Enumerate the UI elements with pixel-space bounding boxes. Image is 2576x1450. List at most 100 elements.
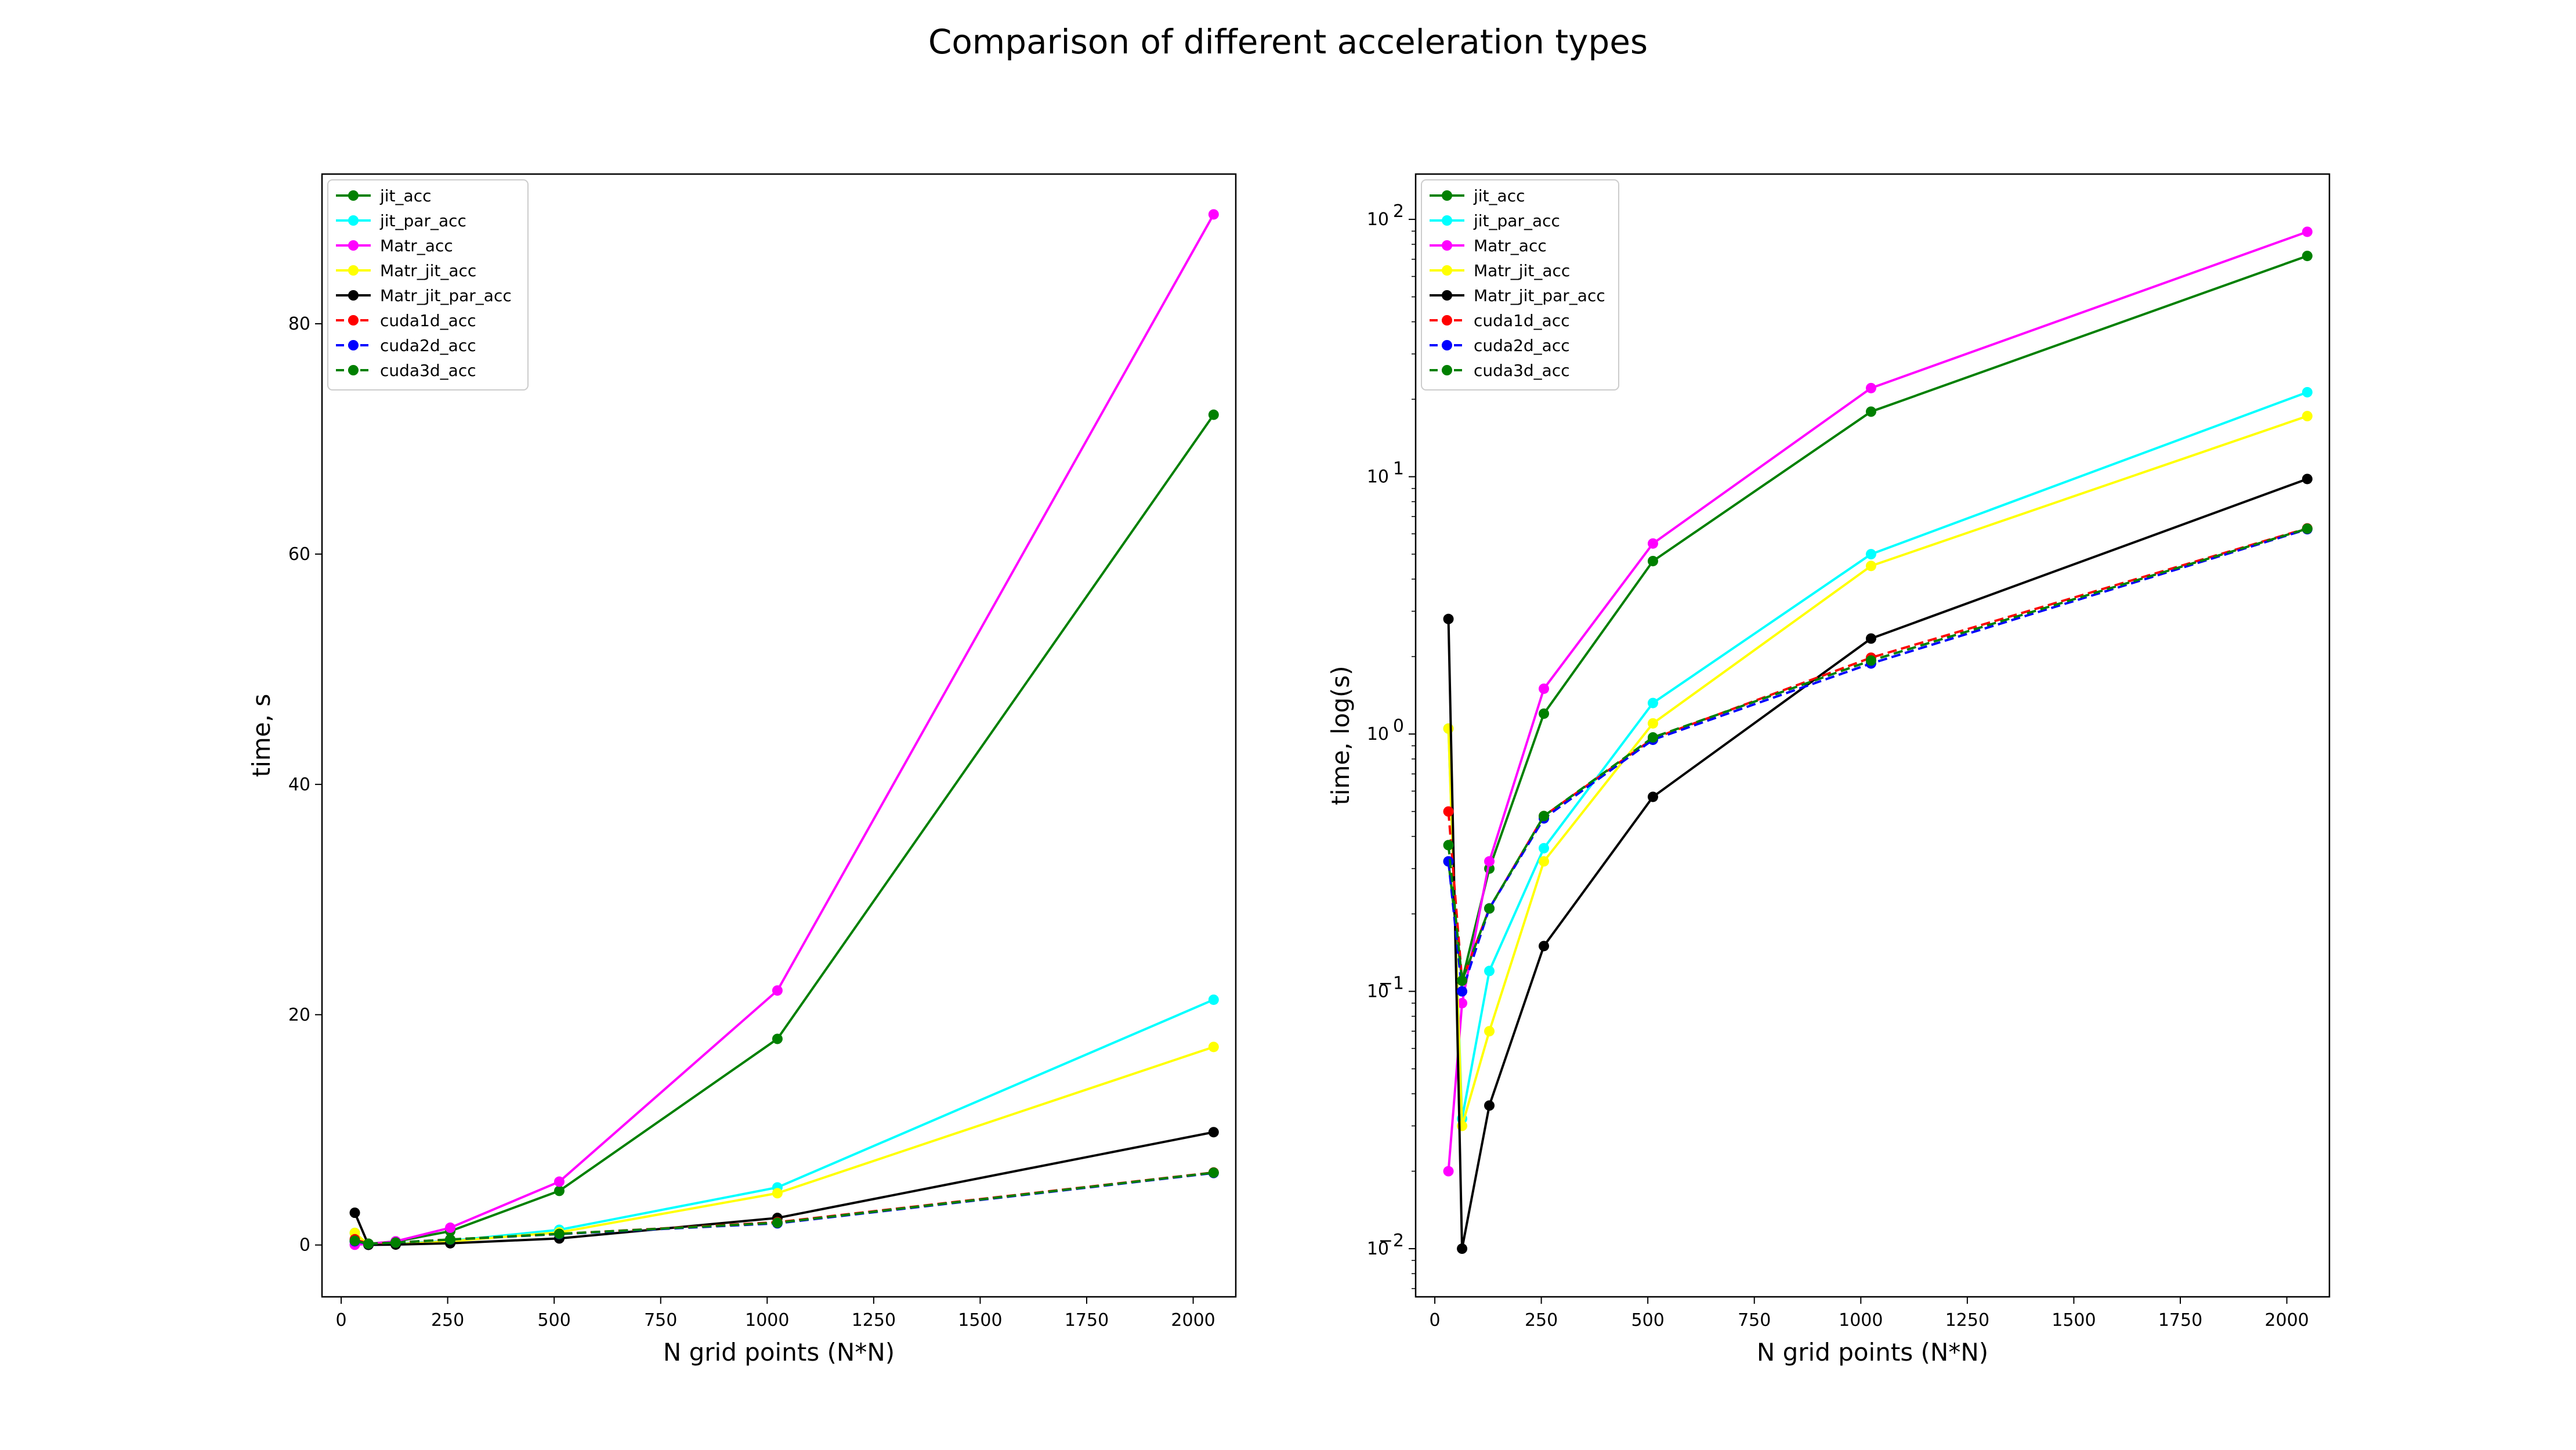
x-tick-label: 1500 (2052, 1310, 2096, 1330)
x-tick-label: 2000 (2264, 1310, 2309, 1330)
figure-title: Comparison of different acceleration typ… (928, 22, 1648, 62)
y-tick-label: 10 (1367, 209, 1389, 230)
data-point-Matr_acc (553, 1176, 565, 1187)
plots-group: 0 250 500 750 1000 1250 1500 1750 2000020406080N… (247, 173, 2331, 1366)
y-tick-label: 10 (1367, 724, 1389, 744)
data-point-Matr_acc (1443, 1166, 1454, 1177)
x-tick-label: 750 (644, 1310, 677, 1330)
series-cuda3d_acc (349, 1167, 1219, 1249)
data-point-Matr_acc (772, 985, 783, 996)
legend-label-cuda3d_acc: cuda3d_acc (1474, 361, 1570, 380)
legend-marker-cuda3d_acc (348, 365, 359, 375)
x-tick-label: 750 (1738, 1310, 1771, 1330)
data-point-cuda3d_acc (553, 1228, 565, 1239)
y-axis-label: time, s (247, 694, 276, 777)
legend: jit_acc jit_par_acc Matr_acc Matr_jit_acc Ma… (327, 179, 529, 390)
data-point-Matr_jit_acc (772, 1188, 783, 1199)
series-Matr_jit_par_acc (1443, 473, 2313, 1254)
subplot-1: 0 250 500 750 1000 1250 1500 1750 2000 0 20 40 60 80 N… (247, 173, 1237, 1366)
y-axis-label: time, log(s) (1326, 666, 1355, 805)
data-point-Matr_jit_acc (1484, 1026, 1495, 1037)
data-point-cuda3d_acc (445, 1234, 456, 1245)
subplot-2: 0 250 500 750 1000 1250 1500 1750 200010−210−110… (1326, 173, 2331, 1366)
legend-marker-cuda3d_acc (1442, 365, 1452, 375)
data-point-cuda3d_acc (772, 1217, 783, 1228)
legend-label-cuda2d_acc: cuda2d_acc (1474, 336, 1570, 355)
legend-marker-jit_acc (1442, 190, 1452, 201)
legend-marker-Matr_acc (348, 240, 359, 251)
legend-label-cuda1d_acc: cuda1d_acc (1474, 311, 1570, 330)
legend-marker-Matr_jit_par_acc (348, 290, 359, 301)
y-tick-label: 20 (288, 1005, 310, 1025)
x-tick-label: 1250 (1945, 1310, 1989, 1330)
data-point-cuda3d_acc (363, 1238, 374, 1249)
data-point-cuda3d_acc (1443, 840, 1454, 851)
data-point-Matr_jit_par_acc (2302, 473, 2313, 484)
x-tick-label: 2000 (1171, 1310, 1215, 1330)
data-point-Matr_acc (1539, 683, 1550, 694)
x-tick-label: 0 (1429, 1310, 1440, 1330)
y-tick-exponent: −1 (1379, 974, 1404, 994)
data-point-jit_par_acc (1484, 966, 1495, 977)
x-tick-label: 500 (1631, 1310, 1665, 1330)
data-point-Matr_jit_par_acc (1443, 613, 1454, 624)
data-point-jit_acc (772, 1033, 783, 1044)
x-tick-label: 1500 (958, 1310, 1002, 1330)
data-point-Matr_jit_acc (1539, 856, 1550, 867)
x-axis-label: N grid points (N*N) (663, 1338, 895, 1366)
data-point-Matr_jit_par_acc (1208, 1127, 1219, 1138)
x-ticks: 0 250 500 750 1000 1250 1500 1750 2000 (335, 1297, 1215, 1330)
series-Matr_acc (1443, 226, 2313, 1177)
y-tick-exponent: 2 (1393, 201, 1404, 222)
x-tick-label: 250 (431, 1310, 464, 1330)
series-cuda3d_acc (1443, 523, 2313, 986)
y-minor-ticks (1412, 230, 1416, 1289)
data-point-cuda3d_acc (390, 1237, 401, 1248)
legend-label-Matr_acc: Matr_acc (1474, 236, 1547, 255)
x-tick-label: 250 (1525, 1310, 1558, 1330)
y-tick-label: 80 (288, 314, 310, 334)
data-series-group (349, 209, 1219, 1250)
data-point-jit_par_acc (1647, 697, 1658, 708)
legend: jit_acc jit_par_acc Matr_acc Matr_jit_acc Ma… (1421, 179, 1619, 390)
data-point-Matr_acc (445, 1222, 456, 1233)
legend-label-Matr_jit_par_acc: Matr_jit_par_acc (1474, 286, 1605, 305)
legend-marker-jit_par_acc (1442, 215, 1452, 226)
data-point-cuda3d_acc (1208, 1167, 1219, 1178)
legend-label-Matr_acc: Matr_acc (380, 236, 453, 255)
data-point-cuda2d_acc (1457, 986, 1468, 997)
legend-label-Matr_jit_acc: Matr_jit_acc (1474, 261, 1570, 280)
legend-label-jit_par_acc: jit_par_acc (1473, 211, 1560, 230)
x-tick-label: 1750 (1065, 1310, 1109, 1330)
x-tick-label: 1000 (745, 1310, 789, 1330)
y-tick-label: 10 (1367, 467, 1389, 487)
data-point-cuda3d_acc (1865, 655, 1876, 666)
legend-label-jit_acc: jit_acc (1473, 186, 1525, 205)
data-point-Matr_jit_acc (1647, 718, 1658, 729)
legend-marker-Matr_jit_acc (348, 265, 359, 276)
data-point-Matr_jit_acc (2302, 411, 2313, 422)
data-point-jit_par_acc (1865, 549, 1876, 560)
data-point-Matr_acc (1457, 997, 1468, 1008)
legend-label-jit_acc: jit_acc (379, 186, 431, 205)
legend-marker-cuda2d_acc (348, 340, 359, 350)
x-ticks: 0 250 500 750 1000 1250 1500 1750 2000 (1429, 1297, 2309, 1330)
data-point-jit_acc (1539, 708, 1550, 719)
y-tick-exponent: −2 (1379, 1231, 1404, 1251)
legend-marker-cuda1d_acc (1442, 315, 1452, 326)
x-tick-label: 1750 (2158, 1310, 2202, 1330)
legend-box (1421, 179, 1619, 390)
legend-marker-Matr_jit_par_acc (1442, 290, 1452, 301)
y-tick-exponent: 1 (1393, 459, 1404, 479)
legend-label-cuda1d_acc: cuda1d_acc (380, 311, 476, 330)
legend-label-cuda3d_acc: cuda3d_acc (380, 361, 476, 380)
x-tick-label: 1250 (852, 1310, 896, 1330)
x-tick-label: 500 (538, 1310, 571, 1330)
x-tick-label: 1000 (1839, 1310, 1883, 1330)
data-point-Matr_jit_par_acc (349, 1207, 360, 1218)
y-tick-label: 10 (1367, 982, 1389, 1002)
data-point-jit_acc (1208, 409, 1219, 420)
legend-box (327, 179, 529, 390)
data-point-Matr_acc (2302, 226, 2313, 237)
